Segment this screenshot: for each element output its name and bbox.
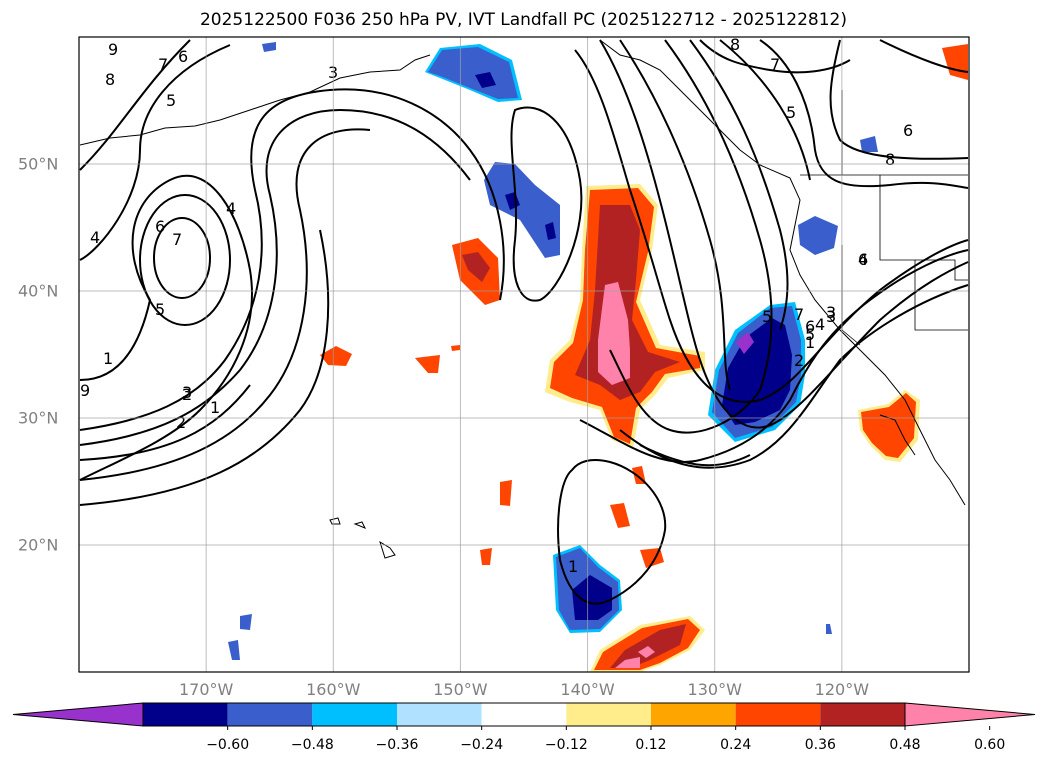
colorbar-bin [312, 703, 397, 726]
colorbar-tick-label: −0.24 [460, 737, 504, 753]
contour-label: 6 [805, 317, 815, 336]
latitude-label: 20°N [18, 535, 59, 555]
contour-label: 2 [176, 413, 186, 432]
contour-label: 7 [794, 305, 804, 324]
latitude-label: 40°N [18, 281, 59, 301]
contour-label: 3 [826, 307, 836, 326]
colorbar-extend-high [904, 702, 1036, 727]
coastlines [79, 39, 966, 559]
colorbar-tick-label: −0.60 [206, 737, 250, 753]
longitude-label: 170°W [178, 680, 234, 699]
colorbar-tick-label: −0.48 [290, 737, 334, 753]
colorbar-bin [566, 703, 651, 726]
contour-label: 7 [172, 230, 182, 249]
contour-label: 6 [178, 47, 188, 66]
contour-label: 5 [762, 307, 772, 326]
colorbar-tick-label: 0.36 [804, 737, 836, 753]
colorbar-bin [651, 703, 736, 726]
colorbar-tick-label: −0.12 [544, 737, 588, 753]
contour-label: 1 [103, 349, 113, 368]
colorbar-tick-label: 0.60 [974, 737, 1006, 753]
longitude-label: 160°W [306, 680, 361, 699]
contour-label: 1 [805, 333, 815, 352]
colorbar-extend-low [12, 702, 144, 727]
contour-label: 5 [166, 91, 176, 110]
contour-label: 3 [826, 303, 836, 322]
contour-label: 5 [155, 300, 165, 319]
colorbar-bin [735, 703, 821, 726]
contour-label: 4 [90, 228, 100, 247]
contour-labels: 9 8 7 6 5 4 3 2 1 6 7 5 4 3 2 1 9 8 7 5 … [80, 35, 913, 576]
contour-label: 6 [858, 250, 868, 269]
longitude-label: 150°W [433, 680, 488, 699]
pc-shading [228, 42, 968, 672]
contour-label: 5 [786, 103, 796, 122]
contour-label: 1 [568, 557, 578, 576]
map-frame [78, 36, 970, 673]
pv-contours [79, 39, 969, 605]
colorbar [12, 702, 1036, 730]
latitude-label: 50°N [18, 154, 59, 174]
contour-label: 1 [210, 398, 220, 417]
plot-title: 2025122500 F036 250 hPa PV, IVT Landfall… [199, 10, 847, 30]
contour-label: 2 [794, 351, 804, 370]
colorbar-bin [481, 703, 567, 726]
latitude-label: 30°N [18, 408, 59, 428]
contour-label: 4 [815, 315, 825, 334]
contour-label: 5 [805, 325, 815, 344]
longitude-label: 120°W [814, 680, 870, 699]
colorbar-bin [820, 703, 905, 726]
contour-label: 2 [182, 385, 192, 404]
contour-label: 7 [770, 55, 780, 74]
contour-label: 7 [158, 55, 168, 74]
longitude-label: 130°W [687, 680, 742, 699]
colorbar-bin [143, 703, 228, 726]
gridlines [79, 37, 969, 672]
colorbar-frame [142, 702, 906, 727]
longitude-label: 140°W [560, 680, 615, 699]
contour-label: 9 [80, 381, 90, 400]
contour-label: 9 [108, 40, 118, 59]
colorbar-tick-label: 0.48 [889, 737, 921, 753]
colorbar-tick-label: −0.36 [375, 737, 419, 753]
contour-label: 4 [858, 250, 868, 269]
contour-label: 4 [226, 199, 236, 218]
contour-label: 8 [730, 35, 740, 54]
colorbar-bin [227, 703, 313, 726]
colorbar-bin [397, 703, 482, 726]
contour-label: 6 [155, 217, 165, 236]
colorbar-tick-label: 0.12 [635, 737, 667, 753]
colorbar-tick-label: 0.24 [720, 737, 752, 753]
contour-label: 8 [885, 150, 895, 169]
contour-label: 6 [903, 121, 913, 140]
contour-label: 3 [182, 383, 192, 402]
contour-label: 8 [105, 70, 115, 89]
